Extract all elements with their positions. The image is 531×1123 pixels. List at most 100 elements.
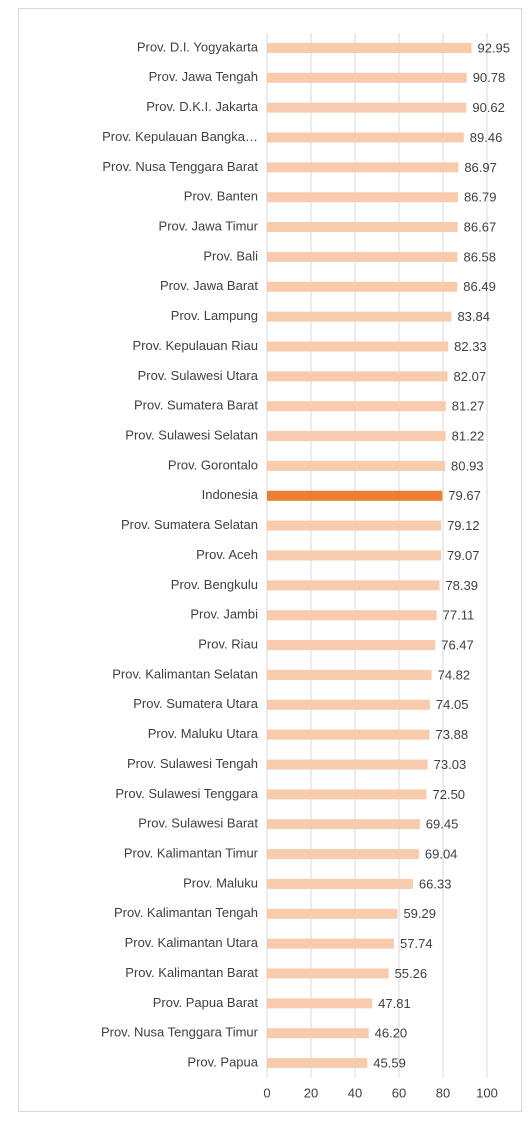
y-tick-label: Prov. Gorontalo (168, 457, 258, 472)
value-label: 86.58 (463, 249, 496, 264)
y-tick-label: Prov. Papua (187, 1055, 258, 1070)
value-label: 86.79 (464, 190, 497, 205)
y-tick-label: Prov. Sulawesi Utara (138, 368, 259, 383)
y-tick-label: Prov. Nusa Tenggara Barat (102, 159, 258, 174)
value-label: 77.11 (443, 608, 475, 623)
value-label: 73.88 (436, 727, 469, 742)
bar (267, 1058, 368, 1069)
value-label: 90.62 (472, 100, 505, 115)
value-label: 66.33 (419, 876, 452, 891)
value-label: 74.05 (436, 697, 469, 712)
x-tick-label: 80 (436, 1085, 450, 1100)
bar (267, 669, 432, 680)
value-label: 82.07 (454, 369, 487, 384)
value-label: 81.22 (452, 429, 485, 444)
bar (267, 998, 373, 1009)
bar (267, 640, 436, 651)
y-tick-label: Prov. Kalimantan Utara (125, 935, 259, 950)
y-tick-label: Prov. Sulawesi Barat (138, 816, 258, 831)
y-tick-label: Prov. Papua Barat (153, 995, 259, 1010)
y-tick-label: Prov. Banten (184, 189, 258, 204)
bar (267, 520, 442, 531)
value-label: 73.03 (434, 757, 467, 772)
x-tick-label: 0 (263, 1085, 270, 1100)
value-label: 86.49 (463, 279, 496, 294)
x-tick-label: 100 (476, 1085, 498, 1100)
y-tick-label: Prov. Riau (198, 637, 258, 652)
bar (267, 789, 427, 800)
value-label: 90.78 (473, 70, 506, 85)
bar (267, 192, 458, 203)
bar (267, 908, 398, 919)
value-label: 59.29 (403, 906, 436, 921)
y-tick-label: Prov. Sulawesi Tengah (127, 756, 258, 771)
bar (267, 699, 430, 710)
y-tick-label: Prov. Maluku Utara (148, 726, 259, 741)
value-label: 79.67 (448, 488, 481, 503)
bar (267, 1028, 369, 1039)
bar (267, 580, 440, 591)
bar (267, 729, 430, 740)
bar (267, 341, 449, 352)
bar (267, 819, 420, 830)
y-tick-label: Prov. Sulawesi Selatan (125, 428, 258, 443)
bar (267, 222, 458, 233)
value-label: 89.46 (470, 130, 503, 145)
value-label: 86.67 (464, 220, 497, 235)
bar (267, 878, 413, 889)
y-tick-label: Prov. Jawa Timur (159, 219, 259, 234)
value-label: 86.97 (464, 160, 497, 175)
value-label: 92.95 (477, 40, 510, 55)
bar (267, 162, 459, 173)
bar (267, 371, 448, 382)
y-tick-label: Prov. Aceh (196, 547, 258, 562)
y-tick-label: Prov. Kalimantan Selatan (112, 666, 258, 681)
bar (267, 610, 437, 621)
value-label: 55.26 (395, 966, 428, 981)
y-tick-label: Prov. Sumatera Utara (133, 696, 259, 711)
bar (267, 401, 446, 412)
y-tick-label: Prov. Sulawesi Tenggara (115, 786, 258, 801)
y-tick-label: Prov. Sumatera Barat (134, 398, 258, 413)
y-tick-label: Prov. Kalimantan Barat (125, 965, 258, 980)
bar (267, 431, 446, 442)
value-label: 76.47 (441, 638, 474, 653)
x-tick-label: 20 (304, 1085, 318, 1100)
y-tick-label: Prov. Lampung (171, 308, 258, 323)
y-tick-label: Prov. D.I. Yogyakarta (137, 39, 259, 54)
y-tick-label: Prov. Bali (203, 248, 258, 263)
bar (267, 311, 452, 322)
value-label: 69.04 (425, 847, 458, 862)
value-label: 80.93 (451, 458, 484, 473)
value-label: 46.20 (375, 1026, 408, 1041)
bar (267, 251, 458, 262)
x-tick-label: 60 (392, 1085, 406, 1100)
bar (267, 281, 458, 292)
y-tick-label: Prov. Jawa Tengah (149, 69, 258, 84)
value-label: 82.33 (454, 339, 487, 354)
y-tick-label: Prov. Bengkulu (171, 577, 258, 592)
bar (267, 102, 467, 113)
y-tick-label: Prov. Nusa Tenggara Timur (101, 1025, 259, 1040)
y-tick-label: Prov. Kalimantan Timur (124, 846, 259, 861)
value-label: 78.39 (445, 578, 478, 593)
value-label: 47.81 (378, 996, 411, 1011)
bar (267, 968, 389, 979)
bar (267, 550, 441, 561)
bar (267, 460, 446, 471)
bar (267, 42, 472, 53)
value-label: 69.45 (426, 817, 459, 832)
bar (267, 759, 428, 770)
y-tick-label: Prov. Kepulauan Bangka… (102, 129, 258, 144)
y-tick-label: Prov. Maluku (183, 875, 258, 890)
value-label: 45.59 (373, 1056, 406, 1071)
bar (267, 72, 467, 83)
y-tick-label: Prov. D.K.I. Jakarta (146, 99, 259, 114)
y-tick-label: Prov. Sumatera Selatan (121, 517, 258, 532)
value-label: 79.07 (447, 548, 480, 563)
value-label: 57.74 (400, 936, 433, 951)
value-label: 74.82 (438, 667, 471, 682)
bar (267, 938, 395, 949)
bar (267, 132, 464, 143)
